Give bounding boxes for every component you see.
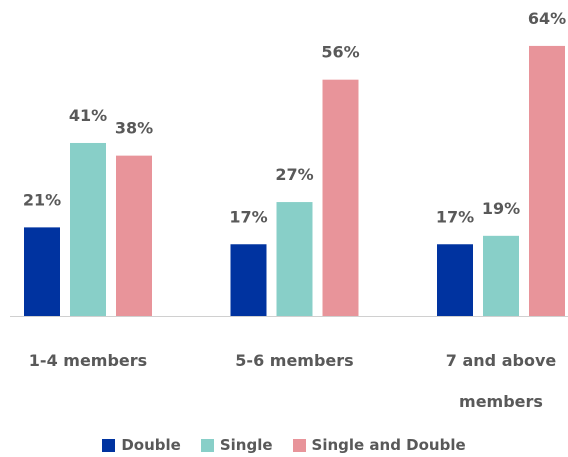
legend-label: Single and Double: [311, 436, 466, 454]
value-label: 17%: [229, 207, 267, 226]
value-label: 38%: [115, 119, 153, 138]
legend: Double Single Single and Double: [0, 436, 568, 454]
value-label: 17%: [436, 207, 474, 226]
legend-swatch: [200, 438, 214, 452]
legend-item: Double: [102, 436, 181, 454]
value-label: 56%: [321, 43, 359, 62]
bar: [24, 227, 60, 316]
bar: [437, 244, 473, 316]
legend-swatch: [292, 438, 306, 452]
bar: [276, 202, 313, 316]
legend-item: Single: [200, 436, 273, 454]
value-label: 64%: [528, 9, 566, 28]
bar: [529, 45, 565, 317]
bar: [483, 235, 519, 316]
legend-label: Double: [121, 436, 181, 454]
value-label: 27%: [275, 165, 313, 184]
value-label: 41%: [69, 106, 107, 125]
x-tick-label: 7 and above members: [445, 351, 557, 411]
x-tick-label: 1-4 members: [28, 351, 148, 370]
bar: [116, 155, 152, 316]
bar: [230, 244, 267, 316]
legend-swatch: [102, 438, 116, 452]
x-tick-label: 5-6 members: [235, 351, 354, 370]
bar: [70, 142, 106, 316]
bar: [322, 79, 359, 317]
value-label: 21%: [23, 190, 61, 209]
value-label: 19%: [482, 199, 520, 218]
legend-label: Single: [219, 436, 273, 454]
legend-item: Single and Double: [292, 436, 466, 454]
